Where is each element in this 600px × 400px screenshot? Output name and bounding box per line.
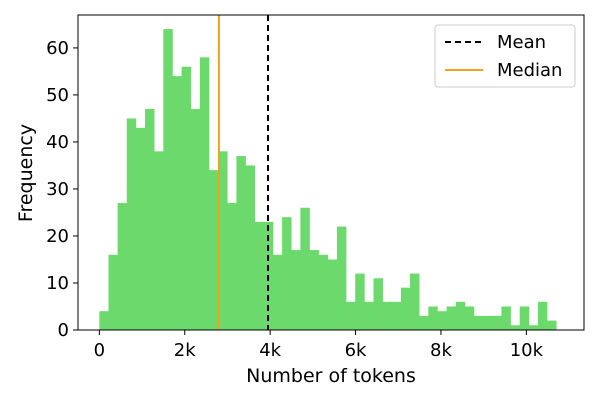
y-tick-label: 30 <box>46 179 69 200</box>
y-axis: 0 10 20 30 40 50 60 <box>46 38 78 341</box>
histogram-bar <box>501 306 511 330</box>
histogram-bar <box>410 273 420 330</box>
histogram-bar <box>236 156 246 330</box>
histogram-bar <box>391 301 402 330</box>
histogram-bar <box>382 301 393 330</box>
y-tick-label: 10 <box>46 273 69 294</box>
histogram-bar <box>181 66 192 330</box>
legend: Mean Median <box>434 24 576 88</box>
x-tick-label: 10k <box>510 340 544 361</box>
histogram-bar <box>428 306 438 330</box>
x-tick-label: 0 <box>94 340 105 361</box>
histogram-bar <box>400 287 411 330</box>
histogram-bar <box>537 301 548 330</box>
histogram-bar <box>163 29 173 330</box>
histogram-bar <box>227 203 237 330</box>
y-tick-label: 50 <box>46 85 69 106</box>
histogram-bar <box>209 170 219 330</box>
histogram-bar <box>355 273 365 330</box>
histogram-bar <box>218 151 228 330</box>
legend-mean-label: Mean <box>497 32 546 53</box>
histogram-bar <box>492 315 502 330</box>
y-tick-label: 20 <box>46 226 69 247</box>
histogram-bar <box>117 203 128 330</box>
histogram-bar <box>318 254 329 330</box>
x-axis-label: Number of tokens <box>246 365 416 387</box>
histogram-bar <box>154 151 164 330</box>
histogram-bar <box>464 306 475 330</box>
histogram-bar <box>272 254 283 330</box>
histogram-bar <box>364 301 374 330</box>
x-tick-label: 8k <box>430 340 452 361</box>
histogram-bar <box>446 306 457 330</box>
histogram-bar <box>346 301 356 330</box>
histogram-bar <box>300 207 310 330</box>
histogram-bar <box>455 301 466 330</box>
histogram-bar <box>483 315 493 330</box>
y-axis-label: Frequency <box>15 124 37 222</box>
plot-frame <box>77 14 585 331</box>
histogram-bar <box>528 325 539 330</box>
histogram-bar <box>199 57 210 330</box>
histogram-bar <box>547 320 557 330</box>
histogram-bars <box>99 29 557 331</box>
histogram-bar <box>135 127 146 331</box>
x-tick-label: 2k <box>174 340 196 361</box>
histogram-bar <box>99 311 109 330</box>
histogram-bar <box>254 221 265 330</box>
histogram-bar <box>327 259 338 330</box>
reference-lines <box>217 15 270 330</box>
histogram-bar <box>437 311 447 330</box>
y-tick-label: 40 <box>46 132 69 153</box>
histogram-bar <box>519 306 530 330</box>
x-axis: 0 2k 4k 6k 8k 10k <box>94 330 544 361</box>
x-tick-label: 4k <box>259 340 281 361</box>
histogram-bar <box>190 109 201 331</box>
histogram-bar <box>419 315 429 330</box>
histogram-bar <box>373 278 383 330</box>
y-tick-label: 60 <box>46 38 69 59</box>
histogram-bar <box>245 165 255 330</box>
histogram-bar <box>282 217 292 330</box>
histogram-bar <box>126 118 137 331</box>
histogram-bar <box>108 254 118 330</box>
legend-median-label: Median <box>497 60 562 81</box>
x-tick-label: 6k <box>345 340 367 361</box>
histogram-bar <box>474 315 484 330</box>
histogram-bar <box>510 325 520 330</box>
histogram-bar <box>309 250 319 330</box>
histogram-bar <box>291 250 301 330</box>
histogram-bar <box>145 109 155 331</box>
y-tick-label: 0 <box>58 320 69 341</box>
histogram-bar <box>336 226 347 330</box>
legend-box <box>434 24 576 88</box>
histogram-bar <box>172 76 182 330</box>
